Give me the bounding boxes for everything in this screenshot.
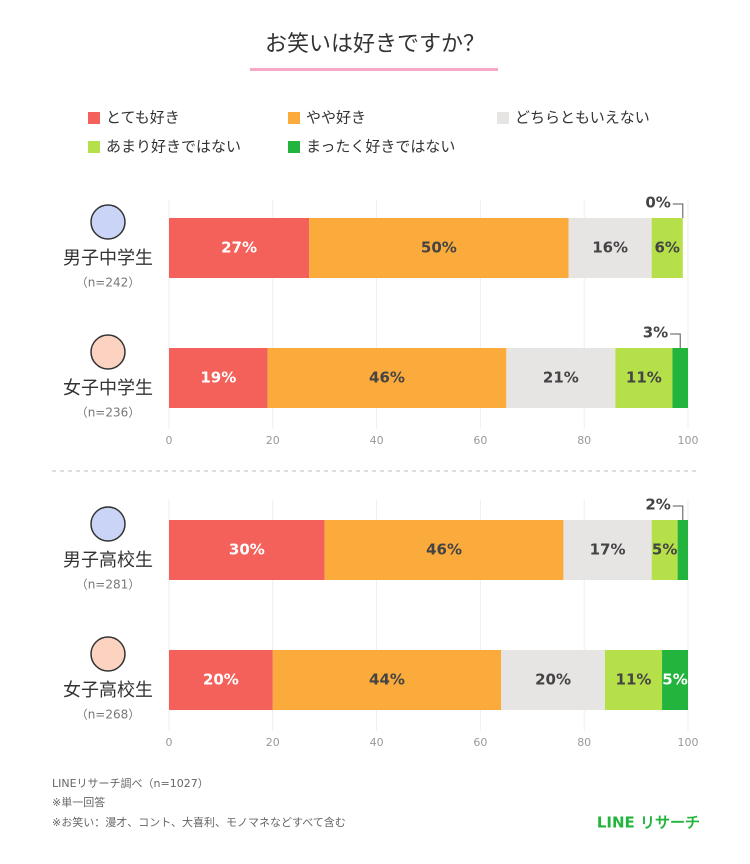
x-tick-label: 60 [473, 434, 487, 447]
x-tick-label: 0 [166, 736, 173, 749]
legend-label: あまり好きではない [106, 138, 241, 156]
bar-segment [324, 520, 564, 580]
value-label: 5% [652, 541, 677, 559]
value-label: 21% [543, 369, 579, 387]
value-label: 17% [590, 541, 626, 559]
legend-label: どちらともいえない [515, 109, 650, 127]
value-label: 11% [626, 369, 662, 387]
bar-segment [267, 348, 507, 408]
x-tick-label: 100 [678, 434, 699, 447]
bar-segment [169, 348, 268, 408]
note: LINEリサーチ調べ（n=1027） [52, 776, 209, 790]
bar-segment [672, 348, 688, 408]
category-label: 男子中学生 [63, 248, 153, 269]
bar-segment [272, 650, 502, 710]
sample-size: （n=268） [76, 708, 141, 722]
bar-segment [604, 650, 663, 710]
category-label: 男子高校生 [63, 550, 153, 571]
bar-segment [563, 520, 652, 580]
bar-segment [568, 218, 652, 278]
sample-size: （n=242） [76, 276, 141, 290]
face-icon [90, 204, 126, 240]
title-underline [250, 68, 498, 71]
bar-segment [615, 348, 673, 408]
legend-label: やや好き [306, 109, 366, 127]
x-tick-label: 40 [370, 434, 384, 447]
bar-segment [651, 218, 683, 278]
value-label: 30% [229, 541, 265, 559]
category-label: 女子中学生 [63, 378, 153, 399]
bar-segment [309, 218, 569, 278]
bar-segment [651, 520, 678, 580]
legend-swatch [88, 112, 100, 124]
x-tick-label: 60 [473, 736, 487, 749]
value-label: 6% [655, 239, 680, 257]
callout-line [672, 203, 684, 218]
bar-segment [169, 218, 310, 278]
callout-line [672, 505, 684, 520]
value-label: 16% [592, 239, 628, 257]
legend-swatch [497, 112, 509, 124]
sample-size: （n=236） [76, 406, 141, 420]
sample-size: （n=281） [76, 578, 141, 592]
value-label: 46% [369, 369, 405, 387]
bar-segment [501, 650, 605, 710]
bar-segment [677, 520, 688, 580]
value-label: 46% [426, 541, 462, 559]
bar-segment [169, 520, 325, 580]
x-tick-label: 20 [266, 736, 280, 749]
x-tick-label: 80 [577, 434, 591, 447]
bar-segment [169, 650, 273, 710]
face-icon [90, 636, 126, 672]
value-label: 3% [643, 324, 668, 342]
bar-segment [506, 348, 616, 408]
legend-label: まったく好きではない [306, 138, 455, 156]
value-label: 50% [421, 239, 457, 257]
value-label: 0% [645, 194, 670, 212]
face-icon [90, 334, 126, 370]
note: ※お笑い：漫才、コント、大喜利、モノマネなどすべて含む [52, 815, 346, 829]
note: ※単一回答 [52, 795, 105, 809]
value-label: 11% [616, 671, 652, 689]
bar-segment [662, 650, 688, 710]
category-label: 女子高校生 [63, 680, 153, 701]
value-label: 19% [200, 369, 236, 387]
value-label: 20% [535, 671, 571, 689]
brand: LINE リサーチ [597, 814, 700, 832]
value-label: 2% [645, 496, 670, 514]
value-label: 44% [369, 671, 405, 689]
x-tick-label: 20 [266, 434, 280, 447]
x-tick-label: 0 [166, 434, 173, 447]
callout-line [670, 333, 681, 348]
x-tick-label: 100 [678, 736, 699, 749]
legend-label: とても好き [106, 109, 180, 127]
legend-swatch [288, 141, 300, 153]
chart-title: お笑いは好きですか？ [265, 32, 485, 57]
value-label: 5% [662, 671, 687, 689]
legend-swatch [88, 141, 100, 153]
x-tick-label: 80 [577, 736, 591, 749]
x-tick-label: 40 [370, 736, 384, 749]
face-icon [90, 506, 126, 542]
legend-swatch [288, 112, 300, 124]
value-label: 27% [221, 239, 257, 257]
value-label: 20% [203, 671, 239, 689]
